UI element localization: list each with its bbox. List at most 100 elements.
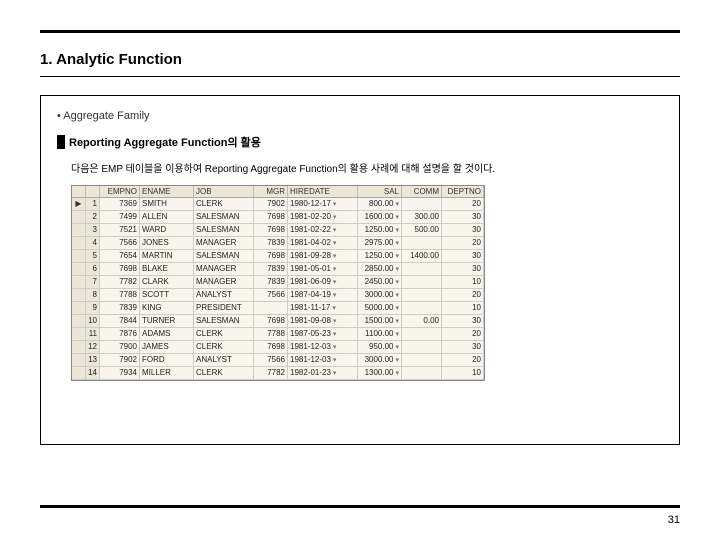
- grid-cell: MANAGER: [194, 276, 254, 288]
- grid-cell: 7788: [254, 328, 288, 340]
- grid-cell: 30: [442, 224, 484, 236]
- grid-cell: 7566: [254, 289, 288, 301]
- grid-cell: 800.00▾: [358, 198, 402, 210]
- grid-cell: 3000.00▾: [358, 289, 402, 301]
- grid-cell: JONES: [140, 237, 194, 249]
- grid-cell: CLERK: [194, 341, 254, 353]
- emp-data-grid: EMPNOENAMEJOBMGRHIREDATESALCOMMDEPTNO ▶1…: [71, 185, 485, 381]
- grid-cell: 1981-11-17▾: [288, 302, 358, 314]
- grid-cell: 13: [86, 354, 100, 366]
- page-number: 31: [40, 514, 680, 526]
- grid-cell: 12: [86, 341, 100, 353]
- grid-cell: 8: [86, 289, 100, 301]
- grid-cell: 1981-12-03▾: [288, 341, 358, 353]
- grid-cell: SALESMAN: [194, 315, 254, 327]
- grid-cell: SALESMAN: [194, 211, 254, 223]
- grid-cell: [72, 315, 86, 327]
- grid-cell: 10: [442, 276, 484, 288]
- grid-cell: 30: [442, 341, 484, 353]
- grid-cell: 7900: [100, 341, 140, 353]
- grid-cell: 7934: [100, 367, 140, 379]
- grid-cell: 1987-05-23▾: [288, 328, 358, 340]
- grid-cell: BLAKE: [140, 263, 194, 275]
- grid-cell: 3: [86, 224, 100, 236]
- grid-cell: 1250.00▾: [358, 250, 402, 262]
- subheading-row: Reporting Aggregate Function의 활용: [57, 134, 663, 150]
- content-box: • Aggregate Family Reporting Aggregate F…: [40, 95, 680, 445]
- grid-cell: 7499: [100, 211, 140, 223]
- grid-cell: 7521: [100, 224, 140, 236]
- subheading-marker: [57, 135, 65, 149]
- grid-cell: 1981-05-01▾: [288, 263, 358, 275]
- grid-cell: 30: [442, 315, 484, 327]
- table-row: 87788SCOTTANALYST75661987-04-19▾3000.00▾…: [72, 289, 484, 302]
- grid-cell: [402, 367, 442, 379]
- grid-cell: 6: [86, 263, 100, 275]
- grid-cell: 7698: [254, 224, 288, 236]
- grid-cell: [402, 289, 442, 301]
- grid-header-cell: [72, 186, 86, 197]
- grid-cell: [72, 211, 86, 223]
- grid-cell: CLERK: [194, 367, 254, 379]
- grid-cell: [402, 302, 442, 314]
- grid-cell: 2850.00▾: [358, 263, 402, 275]
- grid-cell: 7566: [100, 237, 140, 249]
- table-row: 27499ALLENSALESMAN76981981-02-20▾1600.00…: [72, 211, 484, 224]
- grid-cell: [402, 341, 442, 353]
- grid-cell: [72, 263, 86, 275]
- grid-cell: 2: [86, 211, 100, 223]
- grid-cell: MANAGER: [194, 263, 254, 275]
- grid-cell: SALESMAN: [194, 224, 254, 236]
- grid-cell: 7369: [100, 198, 140, 210]
- table-row: 137902FORDANALYST75661981-12-03▾3000.00▾…: [72, 354, 484, 367]
- grid-cell: [402, 354, 442, 366]
- grid-cell: ▶: [72, 198, 86, 210]
- description-text: 다음은 EMP 테이블을 이용하여 Reporting Aggregate Fu…: [71, 160, 663, 175]
- grid-cell: 7839: [254, 276, 288, 288]
- grid-cell: 2450.00▾: [358, 276, 402, 288]
- grid-cell: 7: [86, 276, 100, 288]
- grid-header-cell: MGR: [254, 186, 288, 197]
- grid-cell: 1400.00: [402, 250, 442, 262]
- table-row: 57654MARTINSALESMAN76981981-09-28▾1250.0…: [72, 250, 484, 263]
- grid-cell: 7698: [254, 341, 288, 353]
- grid-cell: 30: [442, 250, 484, 262]
- grid-cell: 1250.00▾: [358, 224, 402, 236]
- top-rule: [40, 30, 680, 33]
- grid-cell: [72, 276, 86, 288]
- grid-cell: 1500.00▾: [358, 315, 402, 327]
- grid-cell: 7698: [254, 315, 288, 327]
- table-row: 117876ADAMSCLERK77881987-05-23▾1100.00▾2…: [72, 328, 484, 341]
- grid-cell: 7839: [254, 263, 288, 275]
- grid-cell: 7788: [100, 289, 140, 301]
- grid-cell: [72, 367, 86, 379]
- slide-footer: 31: [40, 505, 680, 526]
- grid-cell: 4: [86, 237, 100, 249]
- grid-header-cell: EMPNO: [100, 186, 140, 197]
- grid-cell: 7698: [100, 263, 140, 275]
- grid-cell: 7698: [254, 250, 288, 262]
- grid-cell: MARTIN: [140, 250, 194, 262]
- grid-cell: 11: [86, 328, 100, 340]
- table-row: 67698BLAKEMANAGER78391981-05-01▾2850.00▾…: [72, 263, 484, 276]
- grid-header-cell: COMM: [402, 186, 442, 197]
- grid-header-row: EMPNOENAMEJOBMGRHIREDATESALCOMMDEPTNO: [72, 186, 484, 198]
- grid-cell: 1981-12-03▾: [288, 354, 358, 366]
- grid-cell: [72, 302, 86, 314]
- grid-cell: 7839: [100, 302, 140, 314]
- table-row: 47566JONESMANAGER78391981-04-02▾2975.00▾…: [72, 237, 484, 250]
- grid-cell: 20: [442, 328, 484, 340]
- table-row: 127900JAMESCLERK76981981-12-03▾950.00▾30: [72, 341, 484, 354]
- grid-cell: 1981-02-22▾: [288, 224, 358, 236]
- table-row: 147934MILLERCLERK77821982-01-23▾1300.00▾…: [72, 367, 484, 380]
- grid-header-cell: DEPTNO: [442, 186, 484, 197]
- grid-cell: 1: [86, 198, 100, 210]
- grid-cell: 1981-06-09▾: [288, 276, 358, 288]
- grid-cell: PRESIDENT: [194, 302, 254, 314]
- grid-cell: [72, 250, 86, 262]
- grid-cell: SCOTT: [140, 289, 194, 301]
- grid-cell: ANALYST: [194, 289, 254, 301]
- table-row: 107844TURNERSALESMAN76981981-09-08▾1500.…: [72, 315, 484, 328]
- grid-cell: 5000.00▾: [358, 302, 402, 314]
- subheading-text: Reporting Aggregate Function의 활용: [69, 134, 261, 150]
